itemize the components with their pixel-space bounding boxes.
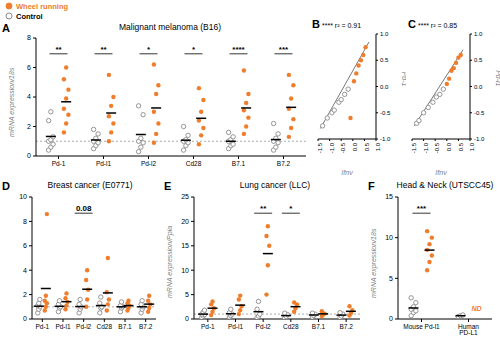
svg-text:Cd28: Cd28 xyxy=(283,323,299,330)
svg-text:0: 0 xyxy=(185,315,189,322)
svg-text:8: 8 xyxy=(23,218,27,225)
svg-text:B7.2: B7.2 xyxy=(339,323,353,330)
svg-text:Pd-1: Pd-1 xyxy=(201,323,215,330)
svg-text:B7.2: B7.2 xyxy=(139,323,153,330)
svg-text:Pd-1: Pd-1 xyxy=(52,160,66,167)
svg-text:B7.1: B7.1 xyxy=(232,160,246,167)
svg-text:Pd-1: Pd-1 xyxy=(35,323,49,330)
svg-text:Mouse Pd-l1: Mouse Pd-l1 xyxy=(403,323,440,330)
svg-text:**: ** xyxy=(55,45,62,54)
svg-text:B7.2: B7.2 xyxy=(277,160,291,167)
svg-text:-0.5: -0.5 xyxy=(340,142,346,153)
svg-text:6: 6 xyxy=(23,242,27,249)
html-text:A: A xyxy=(2,22,10,34)
html-text:B **** r² = 0.91: B **** r² = 0.91 xyxy=(312,18,362,30)
svg-text:Cd28: Cd28 xyxy=(97,323,113,330)
svg-text:*: * xyxy=(192,45,196,54)
svg-text:10: 10 xyxy=(19,193,27,200)
svg-text:Pd-l2: Pd-l2 xyxy=(76,323,92,330)
html-text:E: E xyxy=(164,180,172,192)
svg-text:1.0: 1.0 xyxy=(380,31,389,37)
svg-text:Pd-l1: Pd-l1 xyxy=(96,160,112,167)
svg-text:8: 8 xyxy=(27,34,31,41)
svg-text:-0.5: -0.5 xyxy=(380,110,391,116)
svg-text:0.5: 0.5 xyxy=(364,142,370,151)
svg-text:-1.0: -1.0 xyxy=(380,136,391,142)
svg-text:15: 15 xyxy=(181,242,189,249)
svg-text:1.0: 1.0 xyxy=(375,142,381,151)
svg-text:-1.5: -1.5 xyxy=(411,142,417,153)
svg-text:0.5: 0.5 xyxy=(380,57,389,63)
svg-text:4: 4 xyxy=(27,93,31,100)
svg-text:-0.5: -0.5 xyxy=(434,142,440,153)
svg-text:-1.0: -1.0 xyxy=(474,136,485,142)
svg-text:*: * xyxy=(147,45,151,54)
svg-text:B7.1: B7.1 xyxy=(118,323,132,330)
svg-text:0: 0 xyxy=(23,315,27,322)
svg-text:mRNA expression/Ppia: mRNA expression/Ppia xyxy=(166,226,174,298)
svg-text:0: 0 xyxy=(27,152,31,159)
svg-text:B7.1: B7.1 xyxy=(312,323,326,330)
svg-text:10: 10 xyxy=(181,267,189,274)
svg-text:***: *** xyxy=(417,204,427,213)
html-text:Control: Control xyxy=(16,11,43,21)
svg-text:10: 10 xyxy=(385,234,393,241)
svg-text:25: 25 xyxy=(181,193,189,200)
svg-text:Pd-l1: Pd-l1 xyxy=(55,323,71,330)
svg-text:6: 6 xyxy=(27,64,31,71)
svg-text:0.0: 0.0 xyxy=(380,84,389,90)
svg-text:0.5: 0.5 xyxy=(458,142,464,151)
svg-text:0.0: 0.0 xyxy=(474,84,483,90)
svg-text:Pd-l2: Pd-l2 xyxy=(141,160,157,167)
html-text:Head & Neck (UTSCC45): Head & Neck (UTSCC45) xyxy=(396,180,494,190)
svg-text:15: 15 xyxy=(385,193,393,200)
svg-text:5: 5 xyxy=(389,275,393,282)
svg-text:0.5: 0.5 xyxy=(474,57,483,63)
html-text:F: F xyxy=(368,180,375,192)
svg-text:Ifnγ: Ifnγ xyxy=(341,169,353,175)
html-text:Lung cancer (LLC): Lung cancer (LLC) xyxy=(239,180,311,190)
svg-text:ND: ND xyxy=(471,305,481,312)
svg-text:****: **** xyxy=(232,45,245,54)
svg-text:**: ** xyxy=(260,204,267,213)
svg-text:Cd28: Cd28 xyxy=(186,160,202,167)
html-text:Wheel running: Wheel running xyxy=(16,1,69,11)
svg-text:5: 5 xyxy=(185,291,189,298)
svg-text:**: ** xyxy=(100,45,107,54)
svg-text:***: *** xyxy=(279,45,289,54)
svg-text:-1.0: -1.0 xyxy=(423,142,429,153)
svg-text:mRNA expression/18s: mRNA expression/18s xyxy=(8,67,16,137)
svg-text:0: 0 xyxy=(389,315,393,322)
svg-text:20: 20 xyxy=(181,218,189,225)
svg-text:Pd-1: Pd-1 xyxy=(401,72,406,87)
svg-text:*: * xyxy=(289,204,293,213)
svg-text:-0.5: -0.5 xyxy=(474,110,485,116)
svg-text:1.0: 1.0 xyxy=(469,142,475,151)
svg-text:0.08: 0.08 xyxy=(76,204,92,213)
svg-text:Ifnγ: Ifnγ xyxy=(435,169,447,175)
svg-text:mRNA expression/18s: mRNA expression/18s xyxy=(370,228,378,298)
svg-text:Pd-l2: Pd-l2 xyxy=(256,323,272,330)
svg-text:0.0: 0.0 xyxy=(352,142,358,151)
svg-text:HumanPD-L1: HumanPD-L1 xyxy=(458,323,479,335)
svg-text:2: 2 xyxy=(23,291,27,298)
html-text:D: D xyxy=(2,180,10,192)
svg-text:2: 2 xyxy=(27,123,31,130)
html-text:C **** r² = 0.85: C **** r² = 0.85 xyxy=(408,18,458,30)
html-text:Breast cancer (E0771): Breast cancer (E0771) xyxy=(47,180,133,190)
svg-text:0.0: 0.0 xyxy=(446,142,452,151)
svg-text:Pd-l1: Pd-l1 xyxy=(228,323,244,330)
svg-text:-1.0: -1.0 xyxy=(329,142,335,153)
html-text:Malignant melanoma (B16): Malignant melanoma (B16) xyxy=(119,22,221,32)
svg-text:1.0: 1.0 xyxy=(474,31,483,37)
svg-text:4: 4 xyxy=(23,267,27,274)
svg-text:-1.5: -1.5 xyxy=(317,142,323,153)
